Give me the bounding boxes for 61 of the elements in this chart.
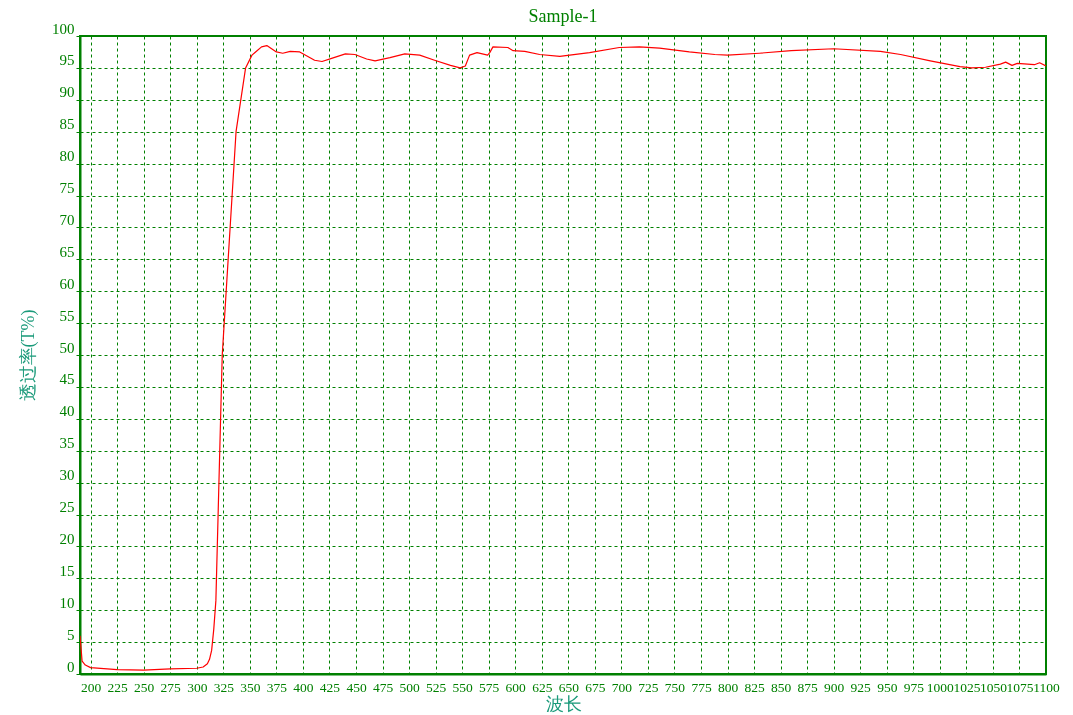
y-tick-label: 60	[59, 275, 75, 292]
y-tick-label: 75	[59, 180, 75, 196]
y-tick-label: 95	[59, 52, 75, 69]
x-tick-label: 225	[107, 679, 129, 695]
y-tick-label: 30	[59, 467, 75, 484]
y-tick-label: 20	[59, 530, 75, 547]
x-tick-label: 425	[319, 679, 341, 695]
x-tick-label: 950	[877, 679, 898, 695]
x-tick-label: 925	[850, 679, 872, 695]
x-tick-label: 525	[425, 679, 447, 695]
x-tick-label: 675	[585, 679, 606, 695]
x-tick-label: 550	[452, 679, 474, 695]
y-tick-label: 85	[59, 116, 75, 133]
x-axis-title: 波长	[545, 694, 582, 714]
x-tick-label: 450	[346, 679, 367, 695]
x-tick-label: 900	[824, 679, 845, 695]
y-tick-label: 45	[59, 371, 75, 388]
x-tick-label: 325	[213, 679, 235, 695]
x-tick-label: 725	[638, 679, 659, 695]
y-tick-label: 15	[59, 562, 75, 579]
x-tick-label: 850	[770, 679, 792, 695]
x-tick-label: 500	[399, 679, 420, 695]
x-tick-label: 750	[664, 679, 686, 695]
x-tick-label: 825	[744, 679, 765, 695]
x-tick-label: 650	[558, 679, 580, 695]
x-tick-label: 1000	[926, 679, 955, 695]
x-tick-label: 1050	[979, 679, 1008, 695]
x-tick-label: 200	[80, 679, 102, 695]
x-tick-label: 300	[187, 679, 208, 695]
y-tick-label: 90	[59, 84, 75, 101]
x-tick-label: 575	[479, 679, 500, 695]
x-tick-label: 625	[532, 679, 553, 695]
x-tick-label: 250	[134, 679, 155, 695]
x-tick-label: 1100	[1033, 679, 1060, 695]
chart-title: Sample-1	[527, 5, 599, 27]
x-tick-label: 1075	[1006, 679, 1034, 695]
x-tick-label: 275	[160, 679, 182, 695]
y-tick-label: 25	[59, 499, 75, 515]
x-tick-label: 600	[505, 679, 527, 695]
x-tick-label: 700	[611, 679, 633, 695]
y-tick-label: 100	[52, 20, 75, 37]
x-tick-label: 350	[240, 679, 261, 695]
y-tick-label: 80	[59, 148, 75, 165]
y-tick-label: 50	[59, 339, 75, 356]
y-axis-title: 透过率(T%)	[18, 309, 39, 402]
x-tick-label: 400	[293, 679, 314, 695]
x-tick-label: 875	[797, 679, 819, 695]
x-tick-label: 375	[266, 679, 288, 695]
y-tick-label: 70	[59, 211, 75, 228]
x-tick-label: 975	[903, 679, 925, 695]
x-tick-label: 475	[372, 679, 394, 695]
y-tick-label: 35	[59, 435, 75, 452]
y-tick-label: 0	[67, 658, 75, 675]
y-tick-label: 40	[59, 403, 75, 420]
y-tick-label: 5	[67, 626, 75, 643]
y-tick-label: 55	[59, 307, 75, 324]
x-tick-label: 775	[691, 679, 712, 695]
y-tick-label: 65	[59, 243, 75, 260]
x-tick-label: 800	[717, 679, 739, 695]
y-tick-label: 10	[59, 594, 75, 611]
x-tick-label: 1025	[953, 679, 981, 695]
